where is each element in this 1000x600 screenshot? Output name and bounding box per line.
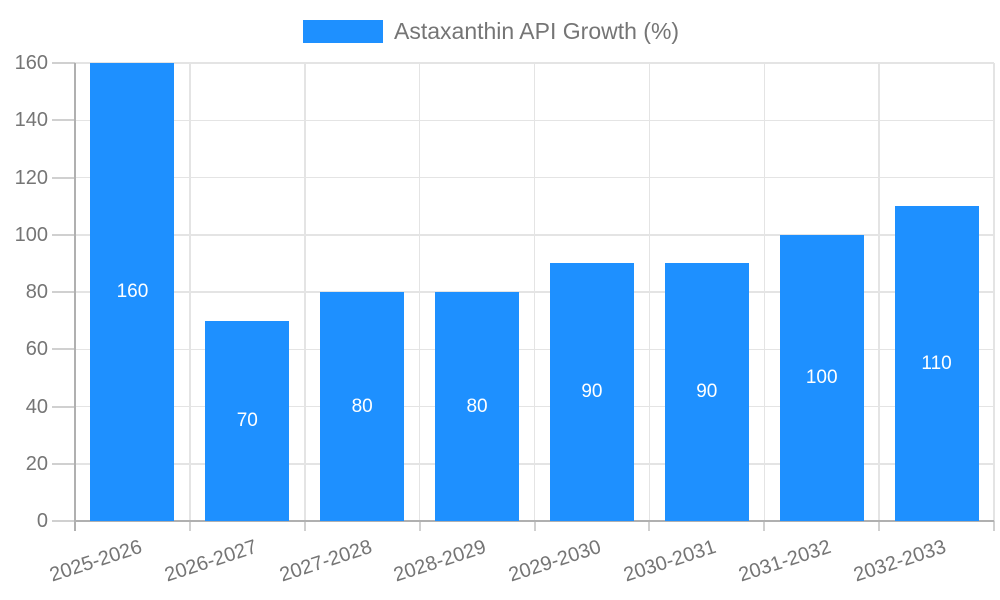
x-tick-label: 2031-2032 (736, 535, 834, 587)
y-tick-label: 100 (14, 223, 48, 246)
bar-value-label: 90 (581, 381, 603, 403)
x-tick (878, 521, 881, 531)
y-axis-line (73, 63, 76, 531)
y-tick (52, 348, 75, 351)
bar-value-label: 80 (351, 395, 373, 417)
bar[interactable] (205, 320, 290, 521)
bar[interactable] (894, 206, 979, 521)
y-tick-label: 0 (36, 510, 48, 532)
bar[interactable] (435, 292, 520, 521)
y-tick-label: 40 (25, 395, 48, 418)
x-tick-label: 2025-2026 (46, 535, 145, 587)
y-tick-label: 80 (25, 281, 48, 303)
bar[interactable] (664, 263, 749, 521)
x-tick (763, 521, 766, 531)
y-tick (52, 405, 75, 408)
x-gridline (993, 63, 995, 521)
y-tick-label: 120 (14, 166, 48, 189)
y-tick (52, 233, 75, 236)
y-tick (52, 291, 75, 293)
bar[interactable] (779, 234, 864, 521)
x-gridline (878, 63, 880, 521)
y-tick-label: 20 (25, 452, 48, 475)
x-tick (418, 521, 421, 531)
y-tick-label: 160 (14, 52, 48, 74)
x-tick-label: 2027-2028 (276, 535, 375, 587)
x-axis-line (73, 520, 994, 522)
bar[interactable] (320, 292, 405, 521)
bar-value-label: 160 (116, 281, 149, 302)
x-gridline (304, 63, 306, 521)
x-gridline (189, 63, 191, 521)
x-tick (533, 521, 536, 531)
x-tick (188, 521, 191, 531)
y-tick (52, 176, 75, 179)
x-gridline (418, 63, 421, 521)
x-tick (303, 521, 306, 531)
x-gridline (648, 63, 651, 521)
bar-value-label: 80 (466, 395, 488, 417)
bar[interactable] (549, 263, 634, 521)
y-tick (52, 119, 75, 122)
y-tick-label: 60 (25, 338, 48, 361)
x-tick (648, 521, 651, 531)
bar-value-label: 90 (696, 381, 718, 403)
bar[interactable] (90, 63, 175, 521)
legend-item[interactable]: Astaxanthin API Growth (%) (303, 19, 679, 44)
x-tick-label: 2032-2033 (850, 535, 949, 587)
x-tick-label: 2026-2027 (161, 535, 260, 587)
y-tick (52, 520, 75, 522)
x-tick (993, 521, 995, 531)
bar-value-label: 70 (236, 409, 258, 431)
x-tick-label: 2029-2030 (506, 535, 605, 587)
bar-value-label: 100 (805, 366, 838, 388)
legend-swatch (303, 20, 383, 43)
legend-label: Astaxanthin API Growth (%) (394, 18, 680, 44)
y-tick (52, 62, 75, 64)
x-tick-label: 2028-2029 (391, 535, 490, 587)
x-tick-label: 2030-2031 (621, 535, 719, 587)
x-gridline (533, 63, 536, 521)
y-tick-label: 140 (14, 109, 48, 132)
y-tick (52, 462, 75, 465)
x-gridline (763, 63, 765, 521)
bar-value-label: 110 (921, 352, 952, 374)
